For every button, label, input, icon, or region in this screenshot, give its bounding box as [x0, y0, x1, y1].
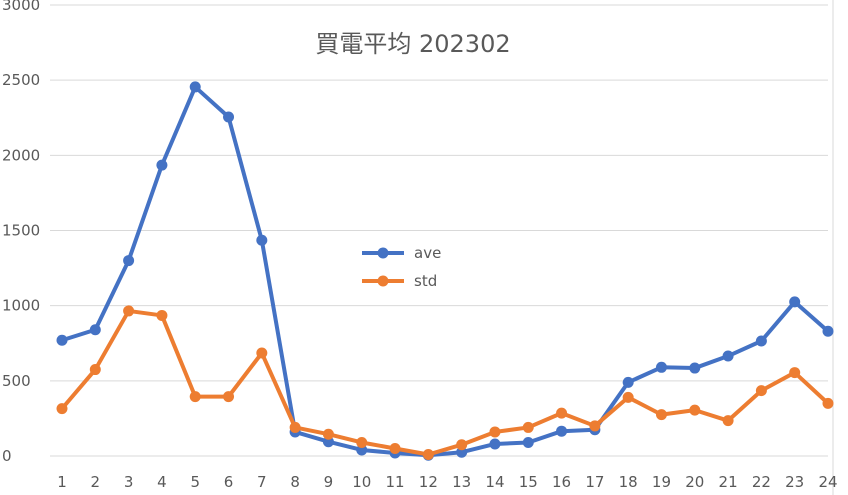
series-lines — [56, 81, 834, 461]
x-tick-label: 9 — [324, 473, 334, 491]
data-point — [56, 334, 68, 346]
y-tick-label: 2000 — [2, 146, 40, 164]
x-tick-label: 10 — [352, 473, 371, 491]
x-tick-label: 16 — [552, 473, 571, 491]
y-tick-label: 500 — [2, 372, 31, 390]
x-tick-label: 20 — [685, 473, 704, 491]
data-point — [722, 415, 734, 427]
x-tick-label: 17 — [585, 473, 604, 491]
x-tick-label: 21 — [719, 473, 738, 491]
data-point — [622, 376, 634, 388]
chart-title: 買電平均 202302 — [315, 30, 510, 58]
data-point — [456, 439, 468, 451]
data-point — [589, 420, 601, 432]
x-tick-label: 12 — [419, 473, 438, 491]
x-tick-label: 22 — [752, 473, 771, 491]
x-tick-label: 4 — [157, 473, 167, 491]
data-point — [456, 446, 468, 458]
legend-item: ave — [362, 244, 441, 262]
x-tick-label: 23 — [785, 473, 804, 491]
x-tick-label: 8 — [290, 473, 300, 491]
data-point — [56, 403, 68, 415]
data-point — [622, 391, 634, 403]
data-point — [189, 81, 201, 93]
data-point — [655, 409, 667, 421]
y-tick-label: 0 — [2, 447, 12, 465]
data-point — [822, 325, 834, 337]
x-tick-label: 24 — [818, 473, 837, 491]
series-line — [60, 308, 830, 457]
x-tick-label: 7 — [257, 473, 267, 491]
y-tick-label: 2500 — [2, 71, 40, 89]
legend: ave std — [362, 244, 441, 290]
y-tick-label: 1500 — [2, 222, 40, 240]
y-axis: 0 500 1000 1500 2000 2500 3000 — [2, 0, 40, 465]
data-point — [722, 350, 734, 362]
legend-swatch-marker — [377, 275, 389, 287]
series-ave — [56, 81, 834, 461]
data-point — [489, 426, 501, 438]
data-point — [123, 305, 135, 317]
data-point — [223, 111, 235, 123]
legend-label: ave — [414, 244, 441, 262]
data-point — [223, 391, 235, 403]
data-point — [556, 407, 568, 419]
x-tick-label: 5 — [190, 473, 200, 491]
series-std — [56, 305, 834, 460]
data-point — [356, 436, 368, 448]
data-point — [689, 362, 701, 374]
x-tick-label: 6 — [224, 473, 234, 491]
data-point — [89, 364, 101, 376]
series-line — [60, 84, 830, 458]
data-point — [489, 438, 501, 450]
data-point — [156, 159, 168, 171]
x-tick-label: 2 — [91, 473, 101, 491]
x-tick-label: 18 — [619, 473, 638, 491]
data-point — [89, 324, 101, 336]
legend-swatch-marker — [377, 247, 389, 259]
data-point — [389, 442, 401, 454]
data-point — [322, 428, 334, 440]
y-tick-label: 3000 — [2, 0, 40, 14]
x-tick-label: 11 — [385, 473, 404, 491]
data-point — [655, 361, 667, 373]
data-point — [123, 255, 135, 267]
legend-item: std — [362, 272, 437, 290]
x-tick-label: 19 — [652, 473, 671, 491]
data-point — [556, 425, 568, 437]
data-point — [356, 444, 368, 456]
data-point — [522, 421, 534, 433]
data-point — [256, 234, 268, 246]
legend-label: std — [414, 272, 437, 290]
x-tick-label: 14 — [485, 473, 504, 491]
data-point — [422, 448, 434, 460]
x-tick-label: 1 — [57, 473, 67, 491]
x-axis: 1 2 3 4 5 6 7 8 9 10 11 12 13 14 15 16 17 18 19 20 21 22 23 24 — [57, 473, 837, 491]
data-point — [789, 296, 801, 308]
data-point — [322, 436, 334, 448]
data-point — [156, 309, 168, 321]
data-point — [755, 385, 767, 397]
data-point — [522, 436, 534, 448]
x-tick-label: 3 — [124, 473, 134, 491]
data-point — [289, 421, 301, 433]
x-tick-label: 13 — [452, 473, 471, 491]
y-tick-label: 1000 — [2, 297, 40, 315]
data-point — [755, 335, 767, 347]
gridlines — [50, 0, 834, 495]
data-point — [689, 404, 701, 416]
x-tick-label: 15 — [519, 473, 538, 491]
data-point — [789, 367, 801, 379]
data-point — [822, 397, 834, 409]
data-point — [256, 347, 268, 359]
data-point — [189, 391, 201, 403]
